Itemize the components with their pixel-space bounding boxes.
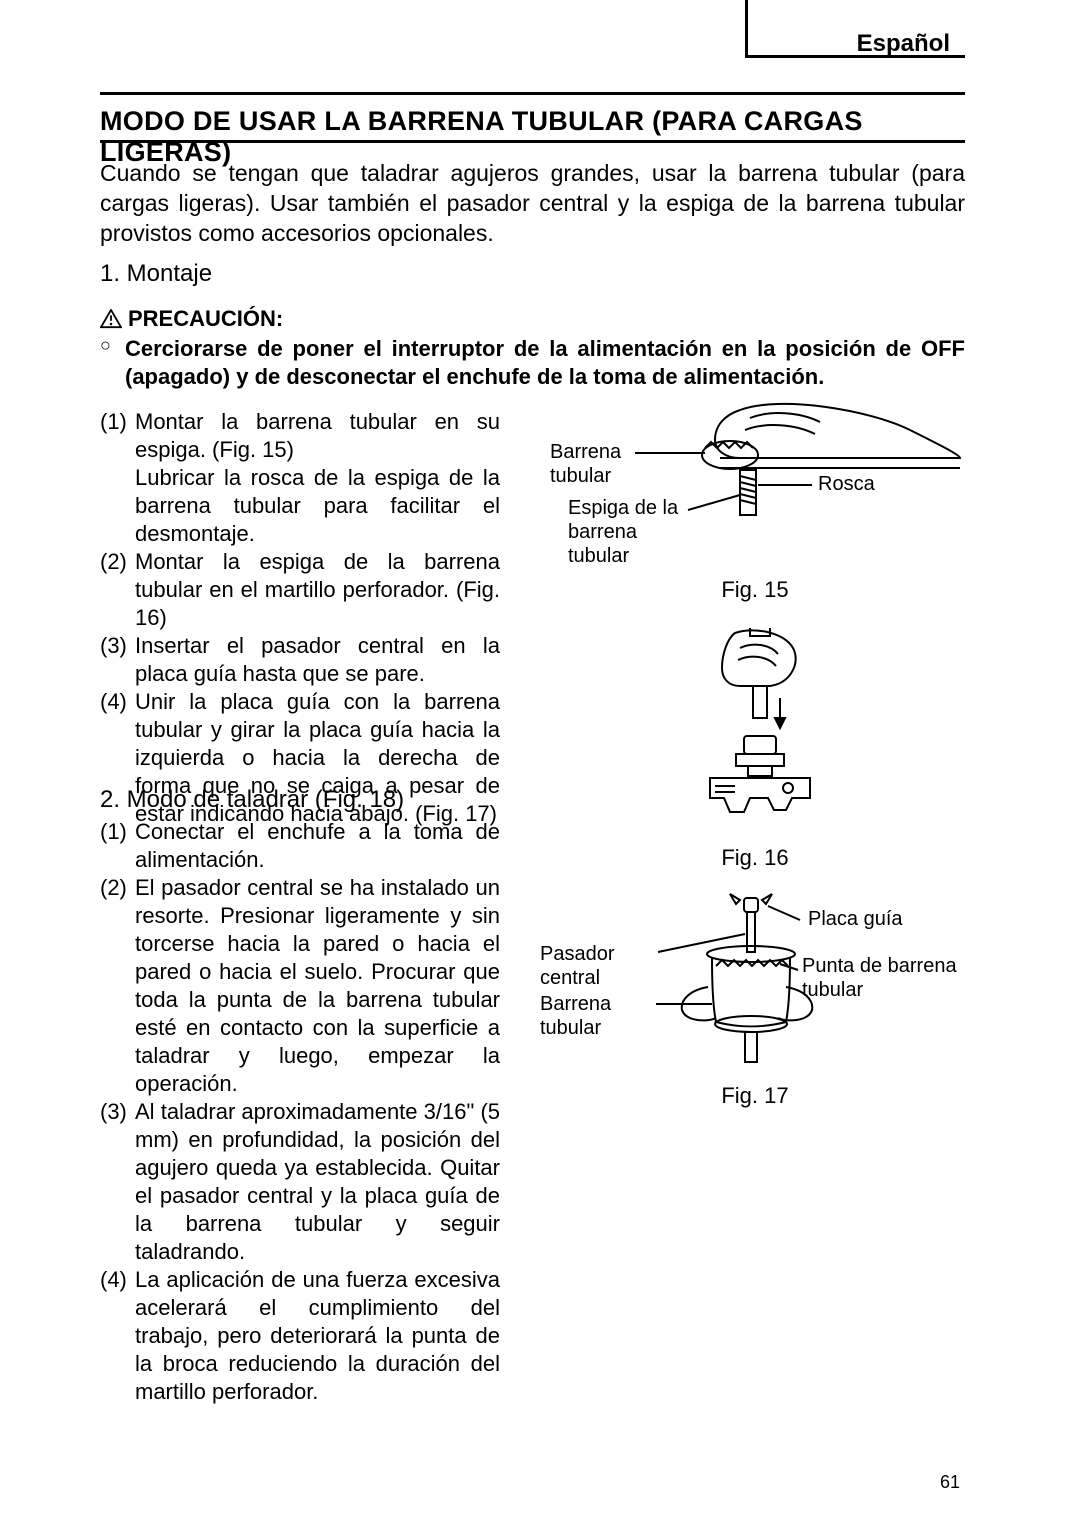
fig15-label-rosca: Rosca <box>818 472 875 496</box>
step-text: Montar la barrena tubular en su espiga. … <box>135 408 500 548</box>
figure-15: Barrena tubular Rosca Espiga de la barre… <box>540 400 970 600</box>
page: Español MODO DE USAR LA BARRENA TUBULAR … <box>0 0 1080 1529</box>
title-rule-bottom <box>100 140 965 143</box>
fig17-label-placa: Placa guía <box>808 907 903 931</box>
language-label: Español <box>857 30 950 58</box>
step-text: Al taladrar aproximadamente 3/16" (5 mm)… <box>135 1098 500 1266</box>
caution-row: PRECAUCIÓN: <box>100 306 283 332</box>
fig17-caption: Fig. 17 <box>540 1084 970 1108</box>
list-item: (2)El pasador central se ha instalado un… <box>100 874 500 1098</box>
step-number: (1) <box>100 408 135 548</box>
step-number: (2) <box>100 874 135 1098</box>
label-text: Pasador central <box>540 942 645 990</box>
label-text: Barrena tubular <box>550 440 640 488</box>
step-text: Montar la espiga de la barrena tubular e… <box>135 548 500 632</box>
fig15-caption: Fig. 15 <box>540 578 970 602</box>
fig17-label-punta: Punta de barrena tubular <box>802 954 972 1002</box>
caution-word: PRECAUCIÓN: <box>128 306 283 332</box>
intro-paragraph: Cuando se tengan que taladrar agujeros g… <box>100 158 965 248</box>
fig17-label-barrena: Barrena tubular <box>540 992 645 1040</box>
step-text: La aplicación de una fuerza excesiva ace… <box>135 1266 500 1406</box>
step-number: (2) <box>100 548 135 632</box>
figure-17: Placa guía Pasador central Punta de barr… <box>540 892 970 1122</box>
title-rule-top <box>100 92 965 95</box>
fig15-label-barrena: Barrena tubular <box>550 440 640 488</box>
figure-16-drawing <box>540 628 970 838</box>
step-number: (1) <box>100 818 135 874</box>
page-number: 61 <box>940 1472 960 1493</box>
step-text: Conectar el enchufe a la toma de aliment… <box>135 818 500 874</box>
list-item: (3)Insertar el pasador central en la pla… <box>100 632 500 688</box>
list-item: (3)Al taladrar aproximadamente 3/16" (5 … <box>100 1098 500 1266</box>
step-text: Insertar el pasador central en la placa … <box>135 632 500 688</box>
fig17-label-pasador: Pasador central <box>540 942 645 990</box>
caution-text: Cerciorarse de poner el interruptor de l… <box>125 335 965 391</box>
list-item: (4)La aplicación de una fuerza excesiva … <box>100 1266 500 1406</box>
label-text: Espiga de la barrena tubular <box>568 496 688 568</box>
step-number: (3) <box>100 1098 135 1266</box>
step-text: El pasador central se ha instalado un re… <box>135 874 500 1098</box>
list-item: (1)Montar la barrena tubular en su espig… <box>100 408 500 548</box>
montaje-steps: (1)Montar la barrena tubular en su espig… <box>100 408 500 828</box>
label-text: Barrena tubular <box>540 992 645 1040</box>
step-number: (4) <box>100 1266 135 1406</box>
list-item: (2)Montar la espiga de la barrena tubula… <box>100 548 500 632</box>
fig15-label-espiga: Espiga de la barrena tubular <box>568 496 688 568</box>
list-item: (1)Conectar el enchufe a la toma de alim… <box>100 818 500 874</box>
label-text: Punta de barrena tubular <box>802 954 972 1002</box>
montaje-heading: 1. Montaje <box>100 260 212 288</box>
caution-bullet: ○ <box>100 335 111 356</box>
warning-icon <box>100 309 122 329</box>
taladrar-steps: (1)Conectar el enchufe a la toma de alim… <box>100 818 500 1406</box>
fig16-caption: Fig. 16 <box>540 846 970 870</box>
taladrar-heading: 2. Modo de taladrar (Fig. 18) <box>100 786 404 814</box>
figure-16: Fig. 16 <box>540 628 970 878</box>
step-number: (3) <box>100 632 135 688</box>
